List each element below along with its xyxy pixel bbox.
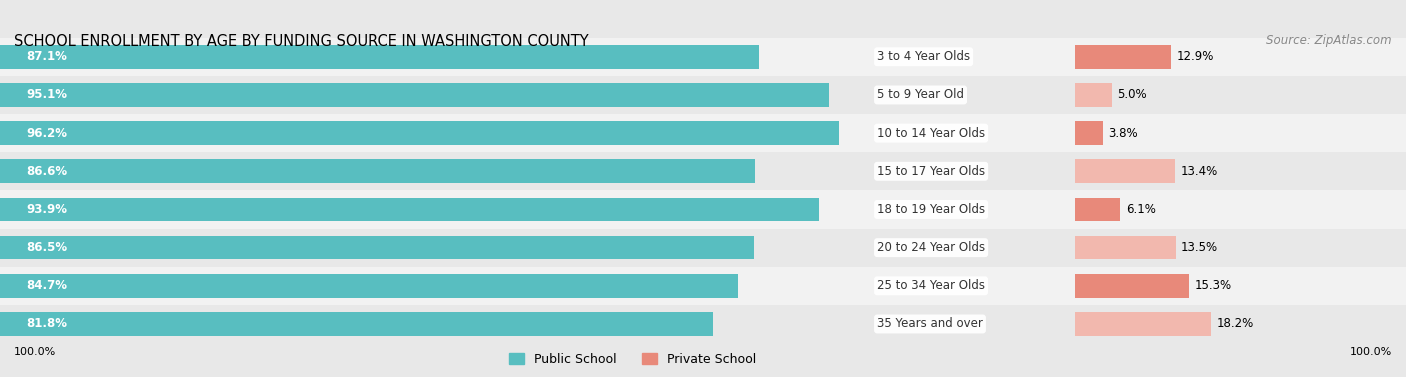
Bar (1074, 312, 1211, 336)
Text: 35 Years and over: 35 Years and over (877, 317, 983, 331)
Bar (0, 38, 872, 76)
Bar (1074, 83, 1112, 107)
Text: 10 to 14 Year Olds: 10 to 14 Year Olds (877, 127, 986, 139)
Text: 3.8%: 3.8% (1108, 127, 1137, 139)
Text: 6.1%: 6.1% (1126, 203, 1156, 216)
Bar (872, 305, 1406, 343)
Bar (0, 312, 713, 336)
Bar (0, 274, 738, 298)
Bar (0, 190, 872, 228)
Text: 81.8%: 81.8% (27, 317, 67, 331)
Text: 12.9%: 12.9% (1177, 50, 1213, 63)
Text: 100.0%: 100.0% (1350, 347, 1392, 357)
Bar (872, 114, 1406, 152)
Text: 13.4%: 13.4% (1180, 165, 1218, 178)
Text: 18.2%: 18.2% (1216, 317, 1254, 331)
Bar (1074, 198, 1121, 221)
Text: 3 to 4 Year Olds: 3 to 4 Year Olds (877, 50, 970, 63)
Bar (872, 38, 1406, 76)
Text: 18 to 19 Year Olds: 18 to 19 Year Olds (877, 203, 986, 216)
Text: 15.3%: 15.3% (1195, 279, 1232, 292)
Bar (1074, 236, 1175, 259)
Text: 86.6%: 86.6% (27, 165, 67, 178)
Bar (0, 45, 759, 69)
Bar (0, 159, 755, 183)
Text: 13.5%: 13.5% (1181, 241, 1218, 254)
Text: 84.7%: 84.7% (27, 279, 67, 292)
Bar (872, 190, 1406, 228)
Bar (0, 305, 872, 343)
Bar (1074, 45, 1171, 69)
Bar (0, 83, 830, 107)
Bar (0, 121, 838, 145)
Bar (0, 76, 872, 114)
Text: 25 to 34 Year Olds: 25 to 34 Year Olds (877, 279, 986, 292)
Text: 93.9%: 93.9% (27, 203, 67, 216)
Text: 5.0%: 5.0% (1118, 89, 1147, 101)
Text: SCHOOL ENROLLMENT BY AGE BY FUNDING SOURCE IN WASHINGTON COUNTY: SCHOOL ENROLLMENT BY AGE BY FUNDING SOUR… (14, 34, 589, 49)
Text: Source: ZipAtlas.com: Source: ZipAtlas.com (1267, 34, 1392, 47)
Bar (0, 236, 754, 259)
Bar (0, 198, 818, 221)
Bar (0, 114, 872, 152)
Bar (1074, 159, 1175, 183)
Legend: Public School, Private School: Public School, Private School (505, 348, 761, 371)
Bar (872, 228, 1406, 267)
Text: 15 to 17 Year Olds: 15 to 17 Year Olds (877, 165, 986, 178)
Text: 87.1%: 87.1% (27, 50, 67, 63)
Bar (0, 228, 872, 267)
Text: 20 to 24 Year Olds: 20 to 24 Year Olds (877, 241, 986, 254)
Bar (0, 152, 872, 190)
Bar (0, 267, 872, 305)
Bar (872, 267, 1406, 305)
Text: 5 to 9 Year Old: 5 to 9 Year Old (877, 89, 965, 101)
Bar (872, 152, 1406, 190)
Text: 95.1%: 95.1% (27, 89, 67, 101)
Text: 96.2%: 96.2% (27, 127, 67, 139)
Bar (1074, 121, 1104, 145)
Text: 100.0%: 100.0% (14, 347, 56, 357)
Bar (1074, 274, 1189, 298)
Bar (872, 76, 1406, 114)
Text: 86.5%: 86.5% (27, 241, 67, 254)
